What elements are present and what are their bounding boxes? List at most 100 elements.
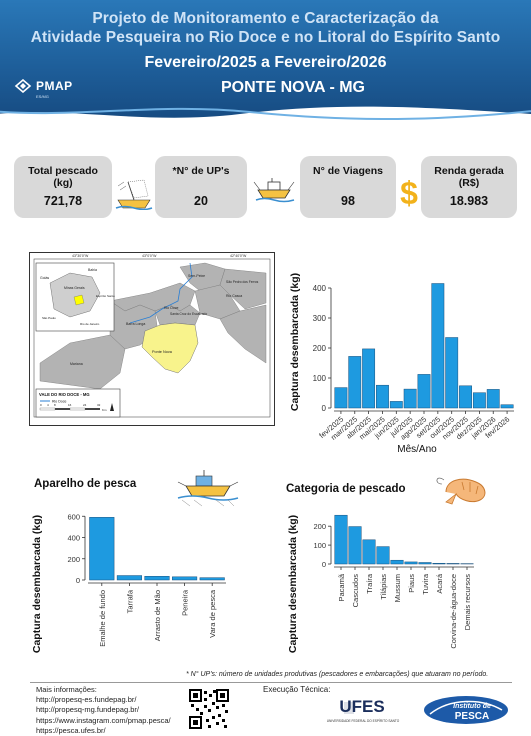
scale-label: 16 — [68, 403, 72, 407]
fishing-boat-icon — [252, 178, 296, 204]
chart-gear-ylabel: Captura desembarcada (kg) — [31, 515, 43, 653]
bar — [349, 527, 362, 564]
bar — [432, 284, 444, 409]
scale-label: 32 — [97, 403, 101, 407]
map-top-tick: 43°30'0"W — [72, 254, 89, 258]
place-label: Barra Longa — [126, 322, 145, 326]
instituto-logo-line2: PESCA — [455, 711, 489, 722]
stat-label: Renda gerada (R$) — [421, 165, 517, 189]
bar — [446, 338, 458, 409]
bar — [335, 388, 347, 408]
header-title-line1: Projeto de Monitoramento e Caracterizaçã… — [0, 10, 531, 28]
bar — [363, 540, 376, 564]
header-banner: Projeto de Monitoramento e Caracterizaçã… — [0, 0, 531, 122]
inset-label: Espírito Santo — [96, 294, 115, 298]
bar — [362, 349, 374, 408]
x-tick-label: Cascudos — [351, 574, 360, 608]
bar — [377, 547, 390, 564]
bar — [90, 517, 115, 580]
inset-label: Minas Gerais — [64, 286, 85, 290]
x-tick-label: Piaus — [407, 574, 416, 593]
bar — [390, 401, 402, 408]
pmap-diamond-icon — [14, 79, 32, 93]
place-label: Sem-Peixe — [188, 274, 205, 278]
qr-code-icon[interactable] — [188, 688, 230, 730]
shrimp-icon — [432, 470, 492, 510]
chart-monthly-ylabel: Captura desembarcada (kg) — [289, 273, 301, 411]
instituto-logo-line1: Instituto de — [453, 703, 491, 710]
more-info-link[interactable]: http://propesq-es.fundepag.br/ — [36, 695, 171, 705]
y-tick-label: 0 — [76, 576, 80, 585]
bar — [447, 563, 460, 564]
bar — [200, 578, 225, 580]
stat-value: 20 — [155, 194, 247, 208]
x-tick-label: Tarrafa — [125, 589, 134, 613]
x-tick-label: Corvina-de-água-doce — [449, 574, 458, 649]
x-tick-label: Demais recursos — [463, 574, 472, 631]
more-info-link[interactable]: http://propesq-mg.fundepag.br/ — [36, 705, 171, 715]
x-tick-label: Tilápias — [379, 574, 388, 600]
more-info-link[interactable]: https://www.instagram.com/pmap.pesca/ — [36, 716, 171, 726]
bar — [145, 576, 170, 580]
stat-value: 721,78 — [14, 194, 112, 208]
bar — [117, 576, 142, 580]
chart-category-xticks: Pacamã Cascudos Traíra Tilápias Mussum Piaus T… — [337, 573, 472, 648]
ufes-logo-sub: UNIVERSIDADE FEDERAL DO ESPÍRITO SANTO — [327, 719, 400, 723]
pmap-logo: PMAP ES/MG — [14, 79, 73, 93]
y-tick-label: 0 — [322, 560, 326, 569]
x-tick-label: Traíra — [365, 573, 374, 594]
bar — [335, 515, 348, 564]
x-tick-label: Pacamã — [337, 573, 346, 601]
instituto-pesca-logo: Instituto de PESCA — [420, 688, 512, 728]
dollar-sign-icon: $ — [398, 174, 420, 210]
x-tick-label: Arrasto de Mão — [153, 590, 162, 641]
bar — [172, 577, 197, 580]
place-label: Rio Doce — [164, 306, 178, 310]
stat-label: *N° de UP's — [155, 165, 247, 177]
y-tick-label: 100 — [313, 374, 327, 383]
bar — [473, 393, 485, 408]
header-wave — [0, 102, 531, 122]
more-info: Mais informações: http://propesq-es.fund… — [36, 685, 171, 736]
map-legend-title: VALE DO RIO DOCE - MG — [39, 392, 90, 397]
bar — [391, 560, 404, 564]
y-tick-label: 600 — [67, 512, 80, 521]
more-info-link[interactable]: https://pesca.ufes.br/ — [36, 726, 171, 736]
inset-label: São Paulo — [42, 316, 56, 320]
bar — [459, 386, 471, 408]
chart-gear-bars — [90, 517, 225, 580]
x-tick-label: Peneira — [181, 589, 190, 616]
pmap-logo-sub: ES/MG — [36, 94, 49, 99]
inset-label: Bahia — [88, 268, 97, 272]
place-label: Santa Cruz do Escalvado — [170, 312, 207, 316]
scale-unit: Km — [102, 408, 107, 412]
scale-label: 24 — [83, 403, 87, 407]
ufes-logo: UFES UNIVERSIDADE FEDERAL DO ESPÍRITO SA… — [318, 694, 408, 730]
place-label: São Pedro dos Ferros — [226, 280, 259, 284]
inset-label: Goiás — [40, 276, 49, 280]
bar — [405, 562, 418, 564]
y-tick-label: 200 — [313, 522, 326, 531]
bar — [487, 389, 499, 408]
y-tick-label: 200 — [313, 344, 327, 353]
x-tick-label: Mussum — [393, 574, 402, 602]
stat-value: 98 — [300, 194, 396, 208]
map-top-tick: 42°40'0"W — [230, 254, 247, 258]
bar — [419, 562, 432, 564]
chart-category-ylabel: Captura desembarcada (kg) — [287, 515, 299, 653]
header-title-line2: Atividade Pesqueira no Rio Doce e no Lit… — [0, 29, 531, 47]
place-label: Mariana — [70, 362, 83, 366]
bar — [501, 405, 513, 408]
y-tick-label: 400 — [67, 534, 80, 543]
bar — [349, 356, 361, 408]
x-tick-label: Vara de pesca — [208, 589, 217, 638]
stat-card-income: Renda gerada (R$) 18.983 — [421, 156, 517, 218]
location-map: 43°30'0"W 43°0'0"W 42°40'0"W Minas Gerai… — [29, 252, 275, 426]
x-tick-label: Acará — [435, 573, 444, 593]
x-tick-label: Tuvira — [421, 573, 430, 594]
stat-card-total-catch: Total pescado (kg) 721,78 — [14, 156, 112, 218]
map-svg: 43°30'0"W 43°0'0"W 42°40'0"W Minas Gerai… — [30, 253, 274, 425]
fishing-boat-net-icon — [176, 470, 240, 508]
stat-label: Total pescado (kg) — [14, 165, 112, 189]
